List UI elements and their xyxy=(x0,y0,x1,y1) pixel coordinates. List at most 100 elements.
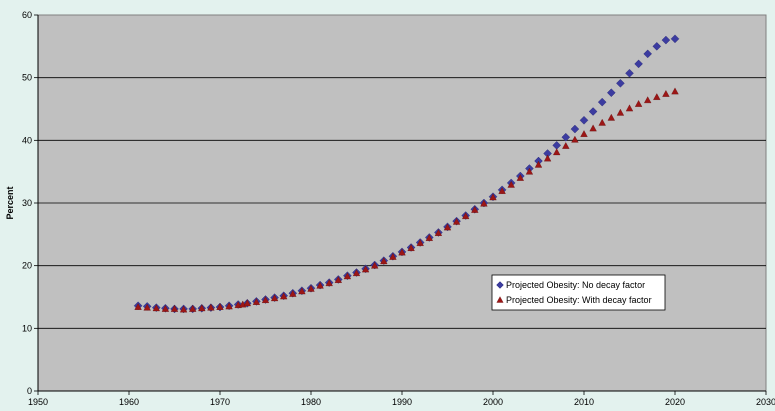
data-point-triangle xyxy=(261,296,270,303)
data-point-diamond xyxy=(597,97,607,107)
x-tick-label: 1970 xyxy=(210,397,230,407)
data-point-triangle xyxy=(143,303,151,311)
data-point-triangle xyxy=(634,100,643,107)
data-point-diamond xyxy=(588,107,598,116)
data-point-triangle xyxy=(161,304,170,312)
data-point-triangle xyxy=(653,93,661,100)
data-point-triangle xyxy=(389,252,397,260)
y-tick-label: 10 xyxy=(22,323,32,333)
axes xyxy=(34,14,767,395)
y-tick-label: 50 xyxy=(22,73,32,83)
data-point-triangle xyxy=(270,294,279,302)
data-point-triangle xyxy=(525,167,534,175)
data-point-triangle xyxy=(562,142,570,149)
data-point-triangle xyxy=(607,113,615,121)
data-point-triangle xyxy=(580,130,588,137)
data-point-diamond xyxy=(616,79,625,88)
data-point-triangle xyxy=(334,276,342,283)
data-point-triangle xyxy=(434,229,443,236)
data-point-triangle xyxy=(498,187,506,194)
y-tick-label: 40 xyxy=(22,135,32,145)
series-with-decay xyxy=(134,87,679,313)
data-point-diamond xyxy=(661,35,671,45)
data-point-triangle xyxy=(207,303,215,311)
data-point-triangle xyxy=(316,281,324,289)
data-point-triangle xyxy=(380,257,388,265)
data-point-triangle xyxy=(425,234,433,241)
legend-marker-no-decay xyxy=(496,281,504,289)
x-tick-label: 2030 xyxy=(756,397,775,407)
data-point-triangle xyxy=(352,269,361,277)
data-point-triangle xyxy=(616,108,625,116)
data-point-triangle xyxy=(553,148,561,156)
data-point-triangle xyxy=(443,223,452,231)
data-point-triangle xyxy=(307,284,315,292)
legend-box xyxy=(491,274,666,311)
x-tick-label: 2000 xyxy=(483,397,503,407)
data-point-triangle xyxy=(416,239,424,246)
y-tick-label: 30 xyxy=(22,198,32,208)
x-tick-labels: 1950 1960 1970 1980 1990 2000 2010 2020 2030 xyxy=(28,397,775,407)
data-point-triangle xyxy=(225,302,233,310)
x-tick-label: 1960 xyxy=(119,397,139,407)
data-point-triangle xyxy=(398,248,406,256)
y-tick-labels: 0 10 20 30 40 50 60 xyxy=(22,10,32,396)
data-point-triangle xyxy=(480,199,488,207)
data-point-triangle xyxy=(189,304,197,312)
data-point-triangle xyxy=(152,304,160,312)
data-point-diamond xyxy=(496,281,504,289)
data-point-triangle xyxy=(662,90,670,97)
data-point-triangle xyxy=(325,279,333,287)
data-point-diamond xyxy=(643,49,652,59)
data-point-diamond xyxy=(607,88,616,97)
data-point-diamond xyxy=(652,42,662,51)
y-tick-label: 60 xyxy=(22,10,32,20)
x-tick-label: 1980 xyxy=(301,397,321,407)
data-point-triangle xyxy=(216,303,224,310)
legend-label-no-decay: Projected Obesity: No decay factor xyxy=(506,280,645,290)
y-tick-label: 0 xyxy=(27,386,32,396)
x-tick-label: 1990 xyxy=(392,397,412,407)
data-point-triangle xyxy=(671,87,679,95)
data-point-triangle xyxy=(516,174,524,181)
data-point-triangle xyxy=(589,124,597,132)
data-point-triangle xyxy=(534,160,543,168)
data-point-diamond xyxy=(579,115,589,125)
data-point-triangle xyxy=(243,299,251,307)
data-point-triangle xyxy=(179,305,188,313)
data-point-diamond xyxy=(625,68,634,78)
data-point-triangle xyxy=(298,287,306,295)
legend-label-with-decay: Projected Obesity: With decay factor xyxy=(506,295,652,305)
data-point-triangle xyxy=(371,261,379,269)
data-point-triangle xyxy=(507,180,515,188)
legend: Projected Obesity: No decay factor Proje… xyxy=(491,274,666,311)
gridlines xyxy=(38,77,766,329)
data-point-triangle xyxy=(452,217,461,225)
data-point-triangle xyxy=(598,118,606,126)
y-tick-label: 20 xyxy=(22,261,32,271)
y-axis-label: Percent xyxy=(5,186,15,219)
data-point-triangle xyxy=(343,272,352,280)
data-point-triangle xyxy=(625,104,634,112)
data-point-triangle xyxy=(170,304,179,312)
data-point-triangle xyxy=(198,304,206,312)
data-point-triangle xyxy=(489,193,497,201)
legend-marker-with-decay xyxy=(496,296,504,303)
data-point-triangle xyxy=(644,96,652,104)
data-point-triangle xyxy=(289,289,297,297)
data-point-diamond xyxy=(570,124,580,134)
data-point-triangle xyxy=(361,265,370,273)
data-point-triangle xyxy=(134,303,142,310)
x-tick-label: 2010 xyxy=(574,397,594,407)
data-point-triangle xyxy=(280,292,288,300)
data-point-diamond xyxy=(634,59,643,69)
data-point-diamond xyxy=(561,132,571,142)
data-point-triangle xyxy=(252,298,261,305)
data-point-triangle xyxy=(462,212,470,220)
data-point-triangle xyxy=(571,135,579,143)
x-tick-label: 1950 xyxy=(28,397,48,407)
data-point-diamond xyxy=(670,34,680,44)
data-point-triangle xyxy=(543,154,552,162)
x-tick-label: 2020 xyxy=(665,397,685,407)
